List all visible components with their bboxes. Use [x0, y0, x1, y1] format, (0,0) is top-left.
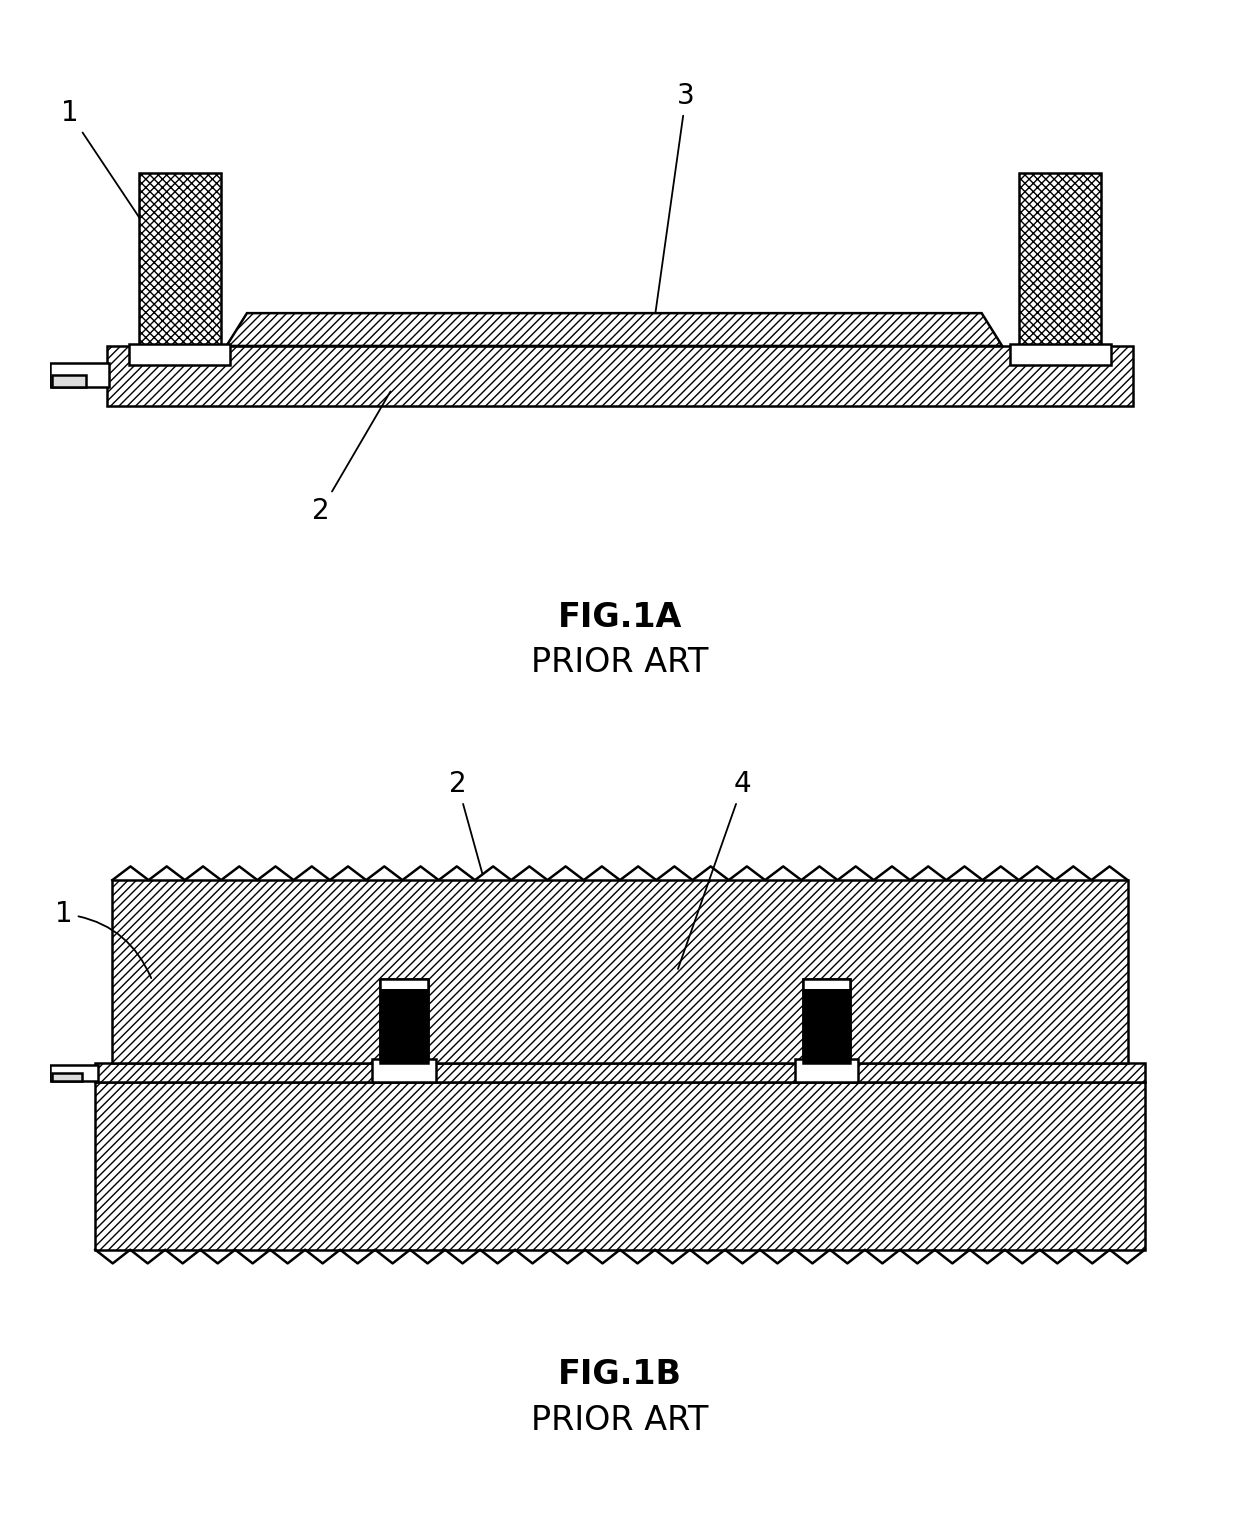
Bar — [95, 1064, 1145, 1082]
Bar — [50, 1065, 98, 1081]
Bar — [52, 1073, 82, 1081]
Bar — [381, 989, 428, 1064]
Text: 4: 4 — [678, 771, 751, 969]
Bar — [381, 978, 428, 989]
Bar — [372, 1059, 436, 1082]
Bar — [129, 344, 229, 364]
Bar — [802, 978, 851, 1064]
Bar — [1019, 174, 1101, 346]
Text: 2: 2 — [449, 771, 482, 873]
Bar — [381, 978, 428, 1064]
Bar — [95, 1082, 1145, 1250]
Bar — [113, 879, 1127, 1064]
Text: FIG.1A: FIG.1A — [558, 600, 682, 634]
Bar — [802, 978, 851, 989]
Text: 2: 2 — [312, 392, 391, 524]
Text: FIG.1B: FIG.1B — [558, 1358, 682, 1391]
Bar — [52, 375, 86, 387]
Text: 3: 3 — [653, 82, 694, 326]
Text: PRIOR ART: PRIOR ART — [531, 1404, 709, 1437]
Text: PRIOR ART: PRIOR ART — [531, 646, 709, 680]
Bar — [50, 363, 109, 387]
Text: 1: 1 — [61, 99, 143, 223]
Bar — [139, 174, 221, 346]
Bar — [802, 978, 851, 1064]
Bar — [1011, 344, 1111, 364]
Bar — [795, 1059, 858, 1082]
Bar — [802, 989, 851, 1064]
Polygon shape — [227, 312, 1002, 346]
Text: 1: 1 — [56, 901, 151, 978]
Bar — [107, 346, 1133, 407]
Bar — [381, 978, 428, 1064]
